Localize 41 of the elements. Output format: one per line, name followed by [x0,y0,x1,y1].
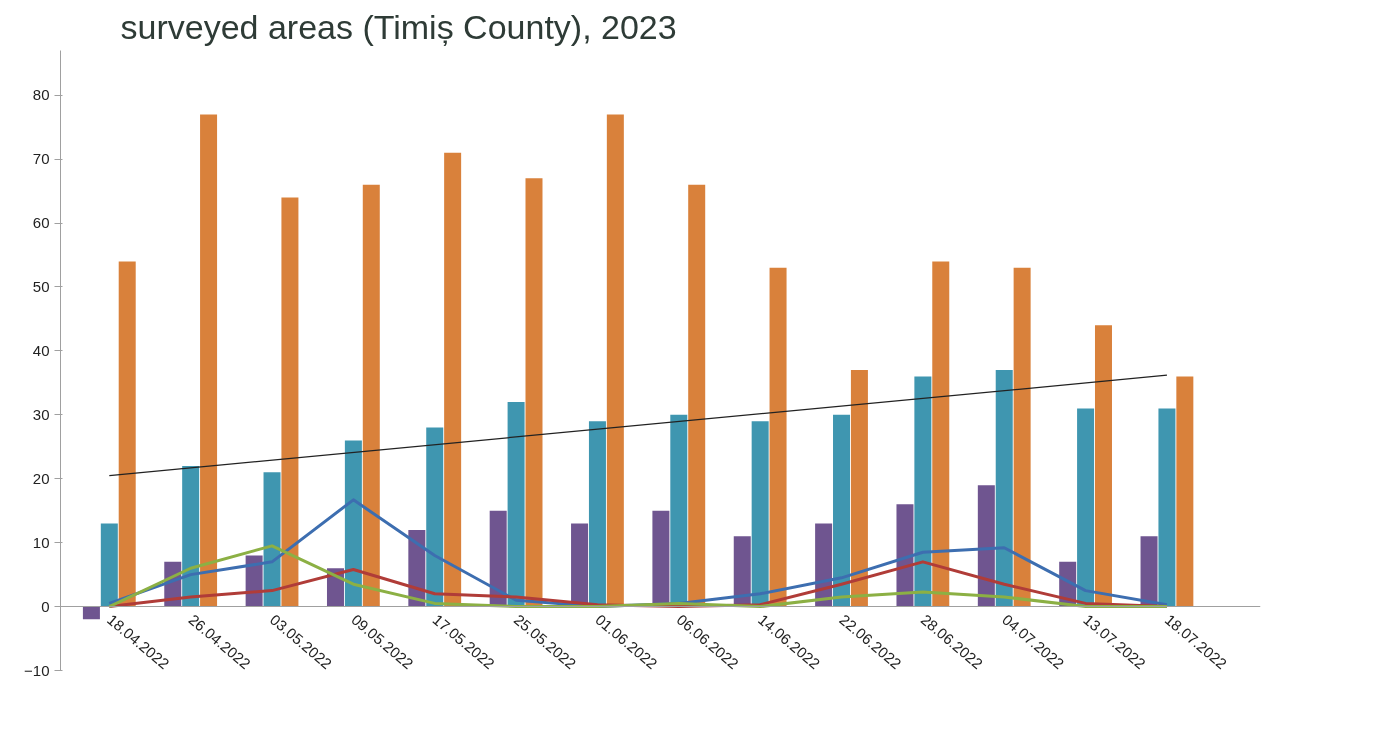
bar [850,370,868,607]
bar [525,178,543,607]
y-tick-label: 20 [32,469,50,487]
bar [263,472,281,607]
bar [507,402,525,607]
bar [200,114,218,607]
bar [100,523,118,607]
bar [426,427,444,607]
bar [833,414,851,607]
bar [733,536,751,607]
bar [977,485,995,607]
y-tick-label: 30 [32,405,50,423]
chart-title: surveyed areas (Timiș County), 2023 [120,7,677,46]
bar [344,440,362,607]
bar [489,510,507,607]
y-tick-label: 60 [32,214,50,232]
bar [995,370,1013,607]
y-tick-label: 80 [32,86,50,104]
bar [1176,376,1194,607]
bar [82,606,100,620]
bar [914,376,932,607]
bar [932,261,950,607]
line-series [107,544,1169,609]
bar [118,261,136,607]
bar [1158,408,1176,607]
bar [182,465,200,607]
bar [444,152,462,607]
bar [896,504,914,607]
bar [1140,536,1158,607]
y-tick-label: 50 [32,277,50,295]
bar [769,267,787,607]
bar [1013,267,1031,607]
bar [362,184,380,607]
y-tick-label: 70 [32,150,50,168]
y-tick-label: 40 [32,341,50,359]
bar [281,197,299,607]
y-tick-label: −10 [24,661,50,679]
bar [1077,408,1095,607]
bar [606,114,624,607]
y-tick-label: 10 [32,533,50,551]
y-tick-label: 0 [41,597,50,615]
